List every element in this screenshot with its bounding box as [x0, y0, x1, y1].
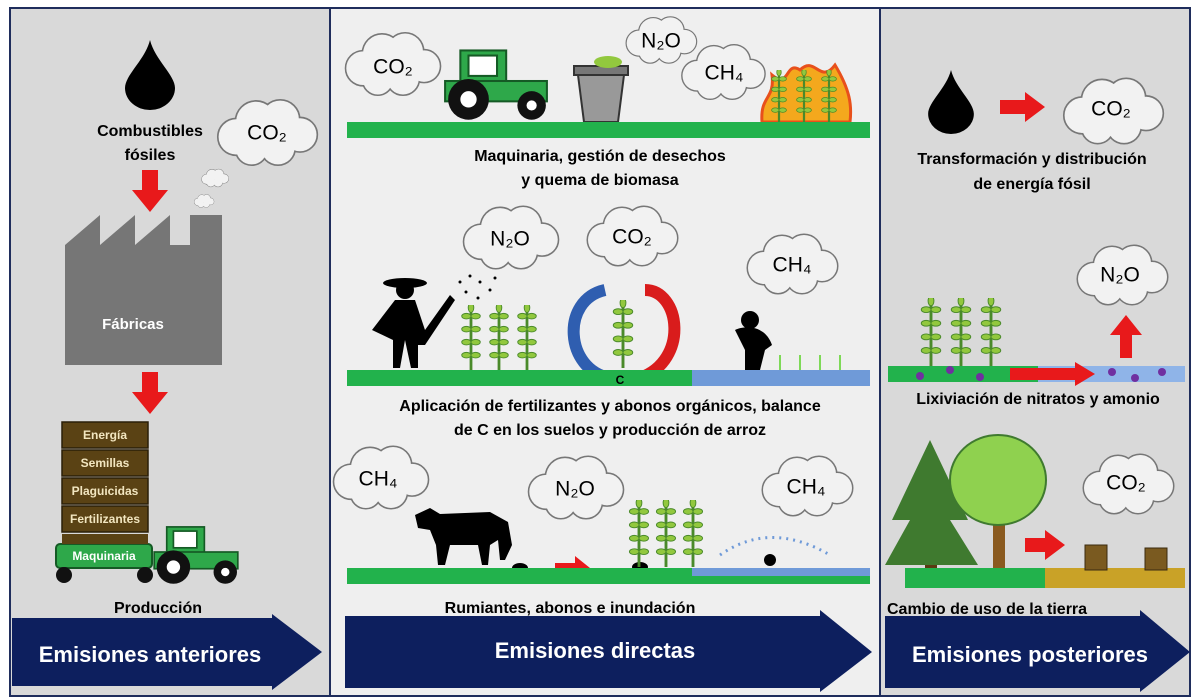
- gas-label: CH₄: [705, 62, 744, 85]
- nitrate-dots-part: [916, 372, 924, 380]
- gas-label: CO₂: [1106, 472, 1146, 495]
- input-box: [61, 449, 149, 477]
- tree: [949, 434, 1047, 568]
- fuel-label: fósiles: [125, 147, 176, 164]
- fertilizer-dots-part: [476, 296, 480, 300]
- trash-can-part: [594, 56, 622, 68]
- caption: Rumiantes, abonos e inundación: [445, 600, 696, 617]
- nitrate-dots: [916, 366, 1166, 382]
- wheel: [56, 567, 72, 583]
- burning-plants: [760, 62, 853, 124]
- bare-ground: [1045, 568, 1185, 588]
- caption: de C en los suelos y producción de arroz: [454, 422, 766, 439]
- red-arrow: [132, 170, 168, 212]
- arrow: [885, 610, 1190, 692]
- ground: [347, 122, 870, 138]
- carbon-cycle-arrow: [637, 284, 681, 384]
- caption: Cambio de uso de la tierra: [887, 601, 1087, 618]
- input-box: [61, 421, 149, 449]
- sprinkler-part: [764, 554, 776, 566]
- gas-label: CH₄: [787, 476, 826, 499]
- fertilizer-dots-part: [493, 276, 497, 280]
- gas-label: CH₄: [773, 254, 812, 277]
- farmer-part: [396, 281, 414, 299]
- farmer: [372, 278, 455, 368]
- red-arrow: [1025, 530, 1065, 560]
- rice-farmer-part: [735, 327, 772, 370]
- input-label: Maquinaria: [72, 549, 136, 563]
- flooded-ground: [692, 370, 870, 386]
- gas-label: CO₂: [373, 56, 413, 79]
- trash-can-part: [573, 65, 629, 76]
- input-label: Fertilizantes: [70, 512, 140, 526]
- red-arrow: [1110, 315, 1142, 358]
- fertilizer-dots-part: [488, 288, 492, 292]
- factory: [65, 215, 222, 365]
- cow: [415, 508, 512, 565]
- trash-can-part: [576, 74, 626, 123]
- caption: Transformación y distribución: [917, 151, 1146, 168]
- stumps: [1084, 544, 1168, 571]
- tree-part: [949, 434, 1047, 526]
- gas-label: CH₄: [359, 468, 398, 491]
- fertilizer-dots-part: [464, 290, 468, 294]
- wheel: [137, 567, 153, 583]
- gas-label: CO₂: [247, 122, 287, 145]
- input-box: [61, 505, 149, 533]
- input-label: Semillas: [81, 456, 130, 470]
- nitrate-dots-part: [976, 373, 984, 381]
- input-stack: Energía Semillas Plaguicidas Fertilizantes M…: [55, 421, 153, 583]
- fertilizer-dots: [458, 274, 497, 300]
- red-arrow: [132, 372, 168, 414]
- fertilizer-dots-part: [458, 280, 462, 284]
- caption: Maquinaria, gestión de desechos: [474, 148, 726, 165]
- gas-label: CO₂: [612, 226, 652, 249]
- ground: [905, 568, 1045, 588]
- rice-seedlings: [779, 355, 841, 370]
- flooded-ground: [692, 568, 870, 576]
- trash-can: [573, 56, 629, 123]
- nitrate-dots-part: [1108, 368, 1116, 376]
- arrow: [12, 614, 322, 690]
- ground: [888, 366, 1038, 382]
- red-arrow: [1010, 362, 1095, 386]
- caption: Aplicación de fertilizantes y abonos org…: [399, 398, 821, 415]
- fertilizer-dots-part: [478, 280, 482, 284]
- arrow: [345, 610, 872, 692]
- factory-label: Fábricas: [102, 316, 164, 333]
- nitrate-dots-part: [946, 366, 954, 374]
- farmer-part: [372, 295, 455, 368]
- stumps-part: [1144, 547, 1168, 571]
- arrow-label: Emisiones anteriores: [39, 642, 262, 667]
- rice-farmer: [735, 311, 772, 370]
- rice-farmer-part: [741, 311, 759, 329]
- gas-label: CO₂: [1091, 98, 1131, 121]
- gas-label: N₂O: [1100, 264, 1140, 287]
- arrow-label: Emisiones directas: [495, 638, 696, 663]
- nitrate-dots-part: [1158, 368, 1166, 376]
- fuel-label: Combustibles: [97, 123, 203, 140]
- sprinkler-part: [719, 536, 831, 557]
- sprinkler: [719, 536, 831, 566]
- pine-tree-part: [885, 440, 978, 565]
- gas-label: N₂O: [490, 228, 530, 251]
- nitrate-dots-part: [1131, 374, 1139, 382]
- gas-label: N₂O: [555, 478, 595, 501]
- arrow-label: Emisiones posteriores: [912, 642, 1148, 667]
- gas-label: N₂O: [641, 30, 681, 53]
- input-label: Energía: [83, 428, 127, 442]
- stumps-part: [1084, 544, 1108, 571]
- input-label: Plaguicidas: [72, 484, 139, 498]
- caption: Producción: [114, 600, 202, 617]
- red-arrow: [1000, 92, 1045, 122]
- caption: y quema de biomasa: [521, 172, 678, 189]
- fertilizer-dots-part: [468, 274, 472, 278]
- ground: [347, 370, 692, 386]
- carbon-label: C: [616, 373, 625, 387]
- input-box: [61, 477, 149, 505]
- caption: de energía fósil: [973, 176, 1090, 193]
- input-box: [62, 534, 148, 544]
- caption: Lixiviación de nitratos y amonio: [916, 391, 1160, 408]
